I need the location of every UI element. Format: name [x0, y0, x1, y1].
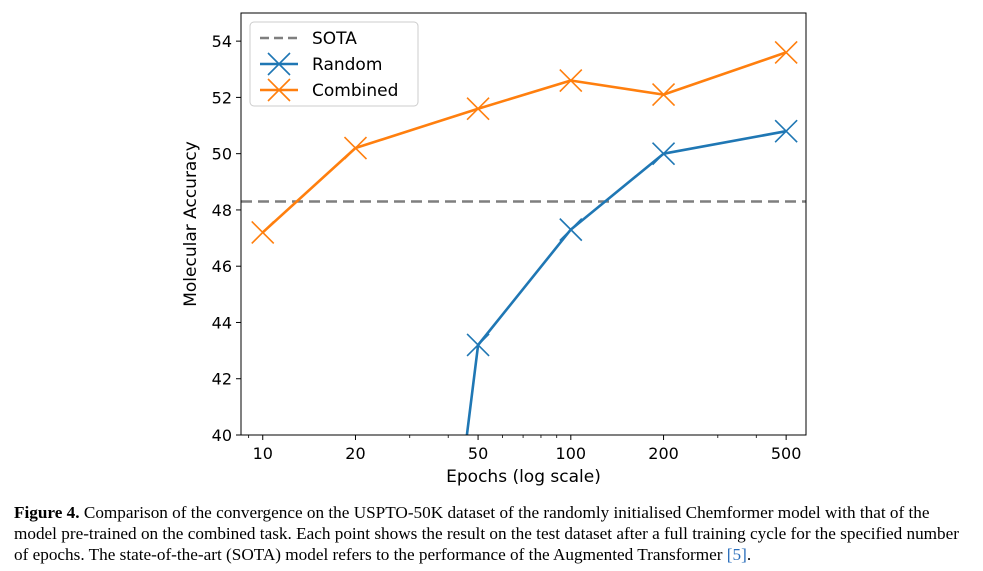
- y-axis: 40 42 44 46 48 50 52 54: [212, 32, 241, 445]
- y-tick-label: 42: [212, 370, 232, 389]
- legend-label-combined: Combined: [312, 81, 398, 101]
- x-tick-label: 10: [253, 444, 273, 463]
- y-tick-label: 46: [212, 257, 232, 276]
- legend: SOTA Random Combined: [250, 22, 418, 106]
- x-tick-label: 50: [468, 444, 488, 463]
- data-point-random: [560, 219, 582, 241]
- chart: 40 42 44 46 48 50 52 54 10 20 50 100 200 500 SOTA Ran…: [0, 0, 983, 500]
- series-line-random: [467, 131, 786, 435]
- data-point-random: [775, 120, 797, 142]
- y-axis-label: Molecular Accuracy: [181, 141, 201, 307]
- figure-caption: Figure 4. Comparison of the convergence …: [14, 502, 976, 565]
- data-point-combined: [344, 137, 366, 159]
- x-axis: 10 20 50 100 200 500: [249, 435, 802, 463]
- x-tick-label: 200: [648, 444, 679, 463]
- y-tick-label: 44: [212, 313, 232, 332]
- series-random: [467, 120, 797, 435]
- y-tick-label: 40: [212, 426, 232, 445]
- citation-link[interactable]: [5]: [727, 545, 747, 564]
- data-point-combined: [252, 221, 274, 243]
- legend-label-random: Random: [312, 55, 382, 75]
- x-tick-label: 100: [556, 444, 587, 463]
- data-point-random: [653, 143, 675, 165]
- caption-end: .: [747, 545, 751, 564]
- data-point-combined: [467, 98, 489, 120]
- y-tick-label: 52: [212, 88, 232, 107]
- x-tick-label: 500: [771, 444, 802, 463]
- y-tick-label: 50: [212, 145, 232, 164]
- data-point-combined: [775, 41, 797, 63]
- legend-label-sota: SOTA: [312, 29, 357, 49]
- y-tick-label: 48: [212, 201, 232, 220]
- caption-label: Figure 4.: [14, 503, 80, 522]
- caption-text: Comparison of the convergence on the USP…: [14, 503, 959, 564]
- y-tick-label: 54: [212, 32, 232, 51]
- x-axis-label: Epochs (log scale): [446, 467, 601, 487]
- x-tick-label: 20: [345, 444, 365, 463]
